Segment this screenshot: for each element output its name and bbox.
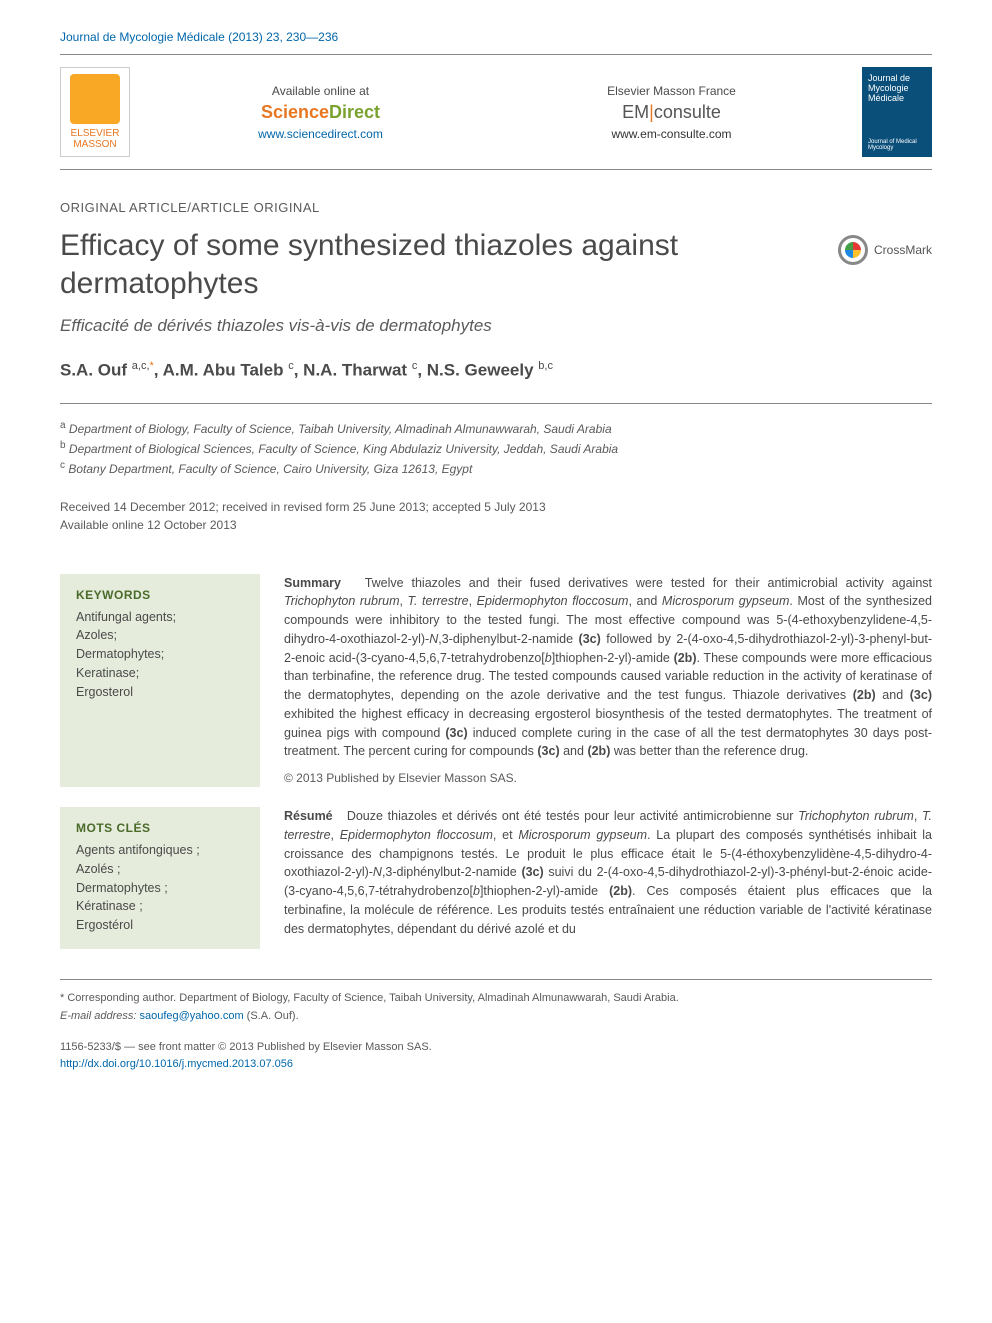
article-type: ORIGINAL ARTICLE/ARTICLE ORIGINAL bbox=[60, 200, 932, 215]
journal-cover-thumb: Journal de Mycologie Médicale Journal of… bbox=[862, 67, 932, 157]
keywords-hdr-en: KEYWORDS bbox=[76, 588, 244, 602]
title-row: Efficacy of some synthesized thiazoles a… bbox=[60, 227, 932, 302]
affiliations: a Department of Biology, Faculty of Scie… bbox=[60, 403, 932, 478]
affiliation-c: c Botany Department, Faculty of Science,… bbox=[60, 458, 932, 478]
keywords-box-en: KEYWORDS Antifungal agents;Azoles;Dermat… bbox=[60, 574, 260, 788]
summary-label-fr: Résumé bbox=[284, 809, 333, 823]
affiliation-a: a Department of Biology, Faculty of Scie… bbox=[60, 418, 932, 438]
emconsulte-block: Elsevier Masson France EM|consulte www.e… bbox=[511, 84, 832, 141]
journal-ref: Journal de Mycologie Médicale (2013) 23,… bbox=[60, 30, 932, 44]
keywords-box-fr: MOTS CLÉS Agents antifongiques ;Azolés ;… bbox=[60, 807, 260, 949]
crossmark-label: CrossMark bbox=[874, 243, 932, 257]
emconsulte-logo: EM|consulte bbox=[511, 102, 832, 123]
crossmark-icon bbox=[838, 235, 868, 265]
emconsulte-url[interactable]: www.em-consulte.com bbox=[511, 127, 832, 141]
keywords-hdr-fr: MOTS CLÉS bbox=[76, 821, 244, 835]
crossmark-badge[interactable]: CrossMark bbox=[838, 235, 932, 265]
keywords-summary-row-fr: MOTS CLÉS Agents antifongiques ;Azolés ;… bbox=[60, 807, 932, 949]
keywords-summary-row-en: KEYWORDS Antifungal agents;Azoles;Dermat… bbox=[60, 574, 932, 788]
authors-line: S.A. Ouf a,c,*, A.M. Abu Taleb c, N.A. T… bbox=[60, 360, 932, 381]
article-dates: Received 14 December 2012; received in r… bbox=[60, 498, 932, 534]
em-label: Elsevier Masson France bbox=[511, 84, 832, 98]
summary-en: Summary Twelve thiazoles and their fused… bbox=[284, 574, 932, 788]
keywords-list-fr: Agents antifongiques ;Azolés ;Dermatophy… bbox=[76, 841, 244, 935]
article-subtitle-fr: Efficacité de dérivés thiazoles vis-à-vi… bbox=[60, 316, 932, 336]
doi-link[interactable]: http://dx.doi.org/10.1016/j.mycmed.2013.… bbox=[60, 1056, 932, 1073]
sciencedirect-block: Available online at ScienceDirect www.sc… bbox=[160, 84, 481, 141]
summary-label-en: Summary bbox=[284, 576, 341, 590]
article-title: Efficacy of some synthesized thiazoles a… bbox=[60, 227, 818, 302]
email-link[interactable]: saoufeg@yahoo.com bbox=[139, 1010, 243, 1022]
elsevier-tree-icon bbox=[70, 74, 120, 124]
sciencedirect-logo: ScienceDirect bbox=[160, 102, 481, 123]
affiliation-b: b Department of Biological Sciences, Fac… bbox=[60, 438, 932, 458]
elsevier-masson-logo: ELSEVIERMASSON bbox=[60, 67, 130, 157]
copyright-en: © 2013 Published by Elsevier Masson SAS. bbox=[284, 769, 932, 787]
issn-doi-block: 1156-5233/$ — see front matter © 2013 Pu… bbox=[60, 1039, 932, 1072]
available-label: Available online at bbox=[160, 84, 481, 98]
footer-separator: * Corresponding author. Department of Bi… bbox=[60, 979, 932, 1072]
summary-fr: Résumé Douze thiazoles et dérivés ont ét… bbox=[284, 807, 932, 949]
top-bar: ELSEVIERMASSON Available online at Scien… bbox=[60, 54, 932, 170]
sciencedirect-url[interactable]: www.sciencedirect.com bbox=[160, 127, 481, 141]
keywords-list-en: Antifungal agents;Azoles;Dermatophytes;K… bbox=[76, 608, 244, 702]
corresponding-author-note: * Corresponding author. Department of Bi… bbox=[60, 990, 932, 1025]
elsevier-text: ELSEVIERMASSON bbox=[71, 128, 120, 150]
